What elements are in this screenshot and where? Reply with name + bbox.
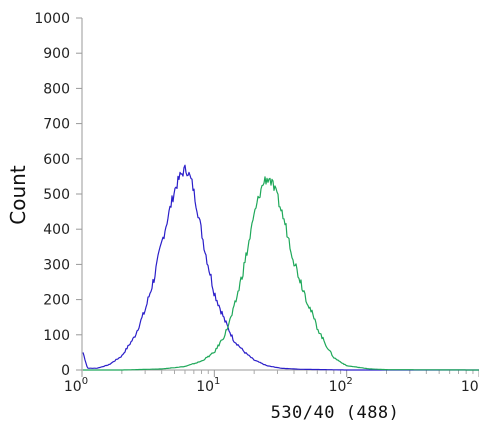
- x-tick-group: 100101102103: [64, 370, 479, 395]
- series-line-1: [82, 164, 479, 371]
- y-axis: 0 100 200 300 400 500 600 700 800 900 1000: [34, 11, 83, 379]
- y-tick-label: 900: [43, 46, 70, 62]
- x-tick-base: 10: [64, 379, 82, 395]
- x-tick-exponent: 1: [214, 376, 220, 387]
- y-tick-label: 400: [43, 222, 70, 238]
- x-tick-base: 10: [461, 379, 479, 395]
- x-tick-exponent: 0: [82, 376, 88, 387]
- y-tick-label: 600: [43, 152, 70, 168]
- x-tick-label: 101: [196, 376, 220, 395]
- x-tick-exponent: 2: [346, 376, 352, 387]
- y-tick-label: 200: [43, 293, 70, 309]
- x-axis-label: 530/40 (488): [271, 403, 400, 423]
- y-tick-label: 800: [43, 81, 70, 97]
- x-tick-label: 102: [329, 376, 353, 395]
- y-tick-label: 300: [43, 257, 70, 273]
- y-tick-label: 700: [43, 117, 70, 133]
- y-tick-label: 0: [61, 363, 70, 379]
- x-tick-base: 10: [196, 379, 214, 395]
- x-tick-base: 10: [329, 379, 347, 395]
- y-tick-label: 1000: [34, 11, 70, 27]
- y-axis-label: Count: [6, 165, 30, 225]
- series-line-2: [83, 176, 479, 371]
- y-tick-label: 100: [43, 328, 70, 344]
- x-axis: 100101102103: [64, 369, 479, 395]
- x-tick-label: 100: [64, 376, 88, 395]
- series-group: [82, 164, 479, 371]
- y-tick-group: 0 100 200 300 400 500 600 700 800 900 1000: [34, 11, 82, 379]
- y-tick-label: 500: [43, 187, 70, 203]
- x-tick-label: 103: [461, 376, 479, 395]
